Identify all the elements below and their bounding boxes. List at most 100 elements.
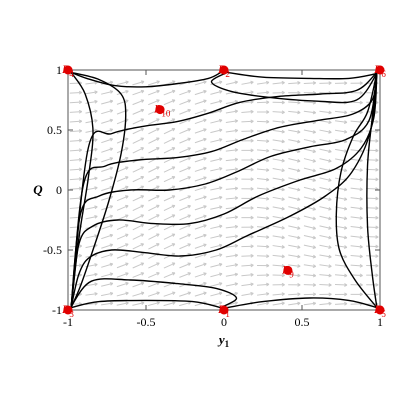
field-arrow (132, 204, 144, 212)
field-arrow (132, 262, 144, 269)
field-arrow (132, 128, 144, 135)
field-arrow (179, 176, 191, 182)
field-arrowhead (359, 177, 363, 182)
field-arrowhead (312, 254, 317, 259)
field-arrowhead (187, 166, 191, 170)
field-arrow (350, 254, 363, 258)
field-arrow (319, 215, 332, 220)
field-arrow (85, 187, 98, 191)
field-arrow (350, 149, 363, 152)
field-arrow (272, 129, 285, 133)
field-arrowhead (297, 292, 301, 297)
field-arrowhead (265, 301, 270, 306)
field-arrowhead (281, 120, 285, 124)
field-arrowhead (203, 80, 207, 84)
field-arrowhead (281, 129, 285, 134)
field-arrow (163, 272, 176, 278)
field-arrow (225, 139, 238, 143)
field-arrow (116, 233, 129, 240)
field-arrowhead (234, 109, 239, 114)
field-arrow (194, 128, 207, 134)
field-arrowhead (218, 282, 223, 286)
trajectory-13 (70, 299, 222, 309)
field-arrowhead (328, 206, 332, 211)
field-arrow (303, 302, 316, 306)
field-arrow (319, 186, 332, 191)
field-arrowhead (266, 206, 270, 211)
field-arrow (272, 82, 285, 85)
field-arrow (241, 283, 254, 287)
field-arrowhead (171, 108, 176, 113)
field-arrowhead (78, 100, 83, 105)
field-arrowhead (187, 233, 191, 238)
field-arrow (272, 254, 285, 258)
field-arrow (366, 168, 379, 171)
field-arrow (194, 205, 207, 211)
field-arrowhead (312, 207, 316, 211)
field-arrowhead (344, 81, 348, 85)
field-arrowhead (156, 291, 160, 296)
field-arrowhead (328, 235, 332, 240)
field-arrow (241, 111, 254, 113)
field-arrowhead (109, 147, 114, 152)
field-arrow (100, 302, 114, 306)
field-arrowhead (94, 109, 98, 114)
field-arrow (132, 195, 144, 202)
field-arrowhead (94, 263, 98, 267)
field-arrow (69, 149, 82, 152)
field-arrow (116, 282, 129, 288)
field-arrowhead (218, 90, 223, 94)
field-arrowhead (156, 243, 160, 247)
field-arrow (85, 81, 98, 85)
field-arrow (256, 178, 270, 181)
field-arrow (272, 168, 285, 172)
field-arrow (132, 81, 145, 86)
field-arrow (288, 82, 301, 85)
field-arrow (303, 274, 316, 277)
field-arrowhead (250, 129, 254, 133)
field-arrowhead (359, 225, 363, 230)
field-arrow (288, 186, 301, 191)
field-arrow (303, 129, 316, 133)
field-arrowhead (94, 292, 98, 296)
field-arrowhead (297, 100, 301, 105)
field-arrowhead (94, 272, 98, 277)
field-arrowhead (234, 224, 239, 229)
field-arrowhead (343, 168, 348, 173)
field-arrow (210, 292, 223, 297)
field-arrowhead (265, 80, 270, 85)
field-arrowhead (109, 253, 114, 257)
field-arrow (101, 224, 113, 230)
field-arrow (179, 233, 191, 240)
field-arrow (350, 139, 363, 142)
field-arrowhead (266, 148, 270, 153)
field-arrowhead (266, 158, 270, 163)
field-arrowhead (140, 127, 145, 132)
field-arrowhead (109, 205, 114, 209)
field-arrow (148, 214, 160, 221)
field-arrowhead (187, 176, 191, 180)
field-arrowhead (203, 281, 207, 286)
field-arrow (194, 138, 207, 144)
field-arrowhead (281, 110, 285, 115)
field-arrowhead (375, 167, 379, 172)
field-arrowhead (265, 292, 270, 296)
field-arrow (194, 109, 207, 115)
field-arrow (194, 243, 207, 249)
field-arrowhead (328, 158, 332, 163)
field-arrow (288, 225, 301, 229)
field-arrow (319, 244, 332, 249)
field-arrowhead (109, 214, 114, 219)
field-arrow (69, 120, 82, 123)
field-arrow (288, 293, 301, 296)
field-arrow (163, 166, 176, 173)
field-arrowhead (250, 119, 254, 124)
field-arrow (179, 301, 191, 307)
field-arrow (147, 80, 160, 86)
field-arrowhead (250, 206, 254, 210)
vector-field (69, 80, 379, 307)
field-arrowhead (234, 244, 239, 248)
field-arrowhead (140, 272, 145, 276)
field-arrow (116, 243, 129, 250)
field-arrowhead (234, 138, 239, 143)
